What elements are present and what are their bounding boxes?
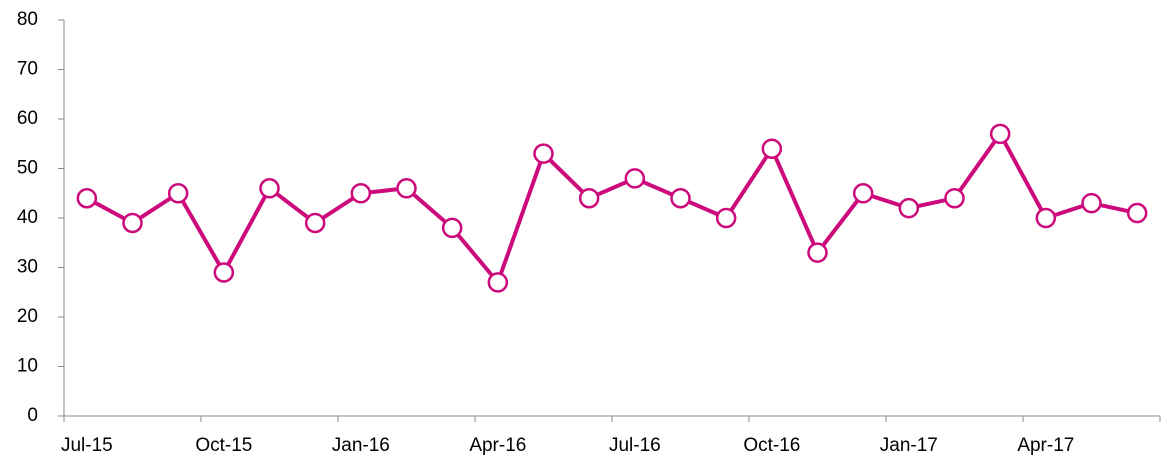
point-marker: [761, 138, 783, 159]
x-tick-label: Jul-15: [61, 435, 113, 456]
point-marker: [167, 183, 189, 204]
point-marker: [1081, 192, 1102, 214]
point-marker: [578, 187, 600, 209]
point-marker: [350, 183, 372, 204]
point-marker: [259, 178, 280, 199]
point-marker: [898, 197, 920, 219]
point-marker: [715, 207, 737, 229]
point-marker: [441, 217, 463, 239]
y-tick-label: 30: [17, 257, 38, 278]
point-marker: [396, 178, 417, 199]
point-marker: [1035, 207, 1057, 229]
point-marker: [304, 212, 326, 234]
point-marker: [1126, 202, 1148, 224]
x-tick-label: Jul-16: [609, 435, 661, 456]
x-tick-label: Oct-16: [743, 435, 800, 456]
x-tick-label: Jan-16: [332, 435, 390, 456]
x-tick-label: Apr-17: [1017, 435, 1074, 456]
point-marker: [533, 143, 554, 164]
x-tick-label: Apr-16: [469, 435, 526, 456]
x-tick-label: Oct-15: [195, 435, 252, 456]
point-marker: [76, 187, 98, 209]
point-marker: [807, 242, 828, 263]
y-tick-label: 10: [17, 356, 38, 377]
y-tick-label: 70: [17, 59, 38, 80]
point-marker: [122, 212, 143, 234]
point-marker: [852, 183, 874, 204]
y-tick-label: 50: [17, 158, 38, 179]
point-marker: [213, 262, 235, 283]
point-marker: [487, 272, 509, 293]
y-tick-label: 80: [17, 9, 38, 30]
point-marker: [944, 187, 965, 209]
point-marker: [670, 187, 691, 209]
y-tick-label: 0: [27, 405, 38, 426]
point-marker: [989, 123, 1011, 145]
series-line: [85, 131, 1138, 285]
y-tick-label: 20: [17, 306, 38, 327]
y-tick-label: 60: [17, 108, 38, 129]
y-tick-label: 40: [17, 207, 38, 228]
x-tick-label: Jan-17: [880, 435, 938, 456]
point-marker: [624, 168, 646, 189]
